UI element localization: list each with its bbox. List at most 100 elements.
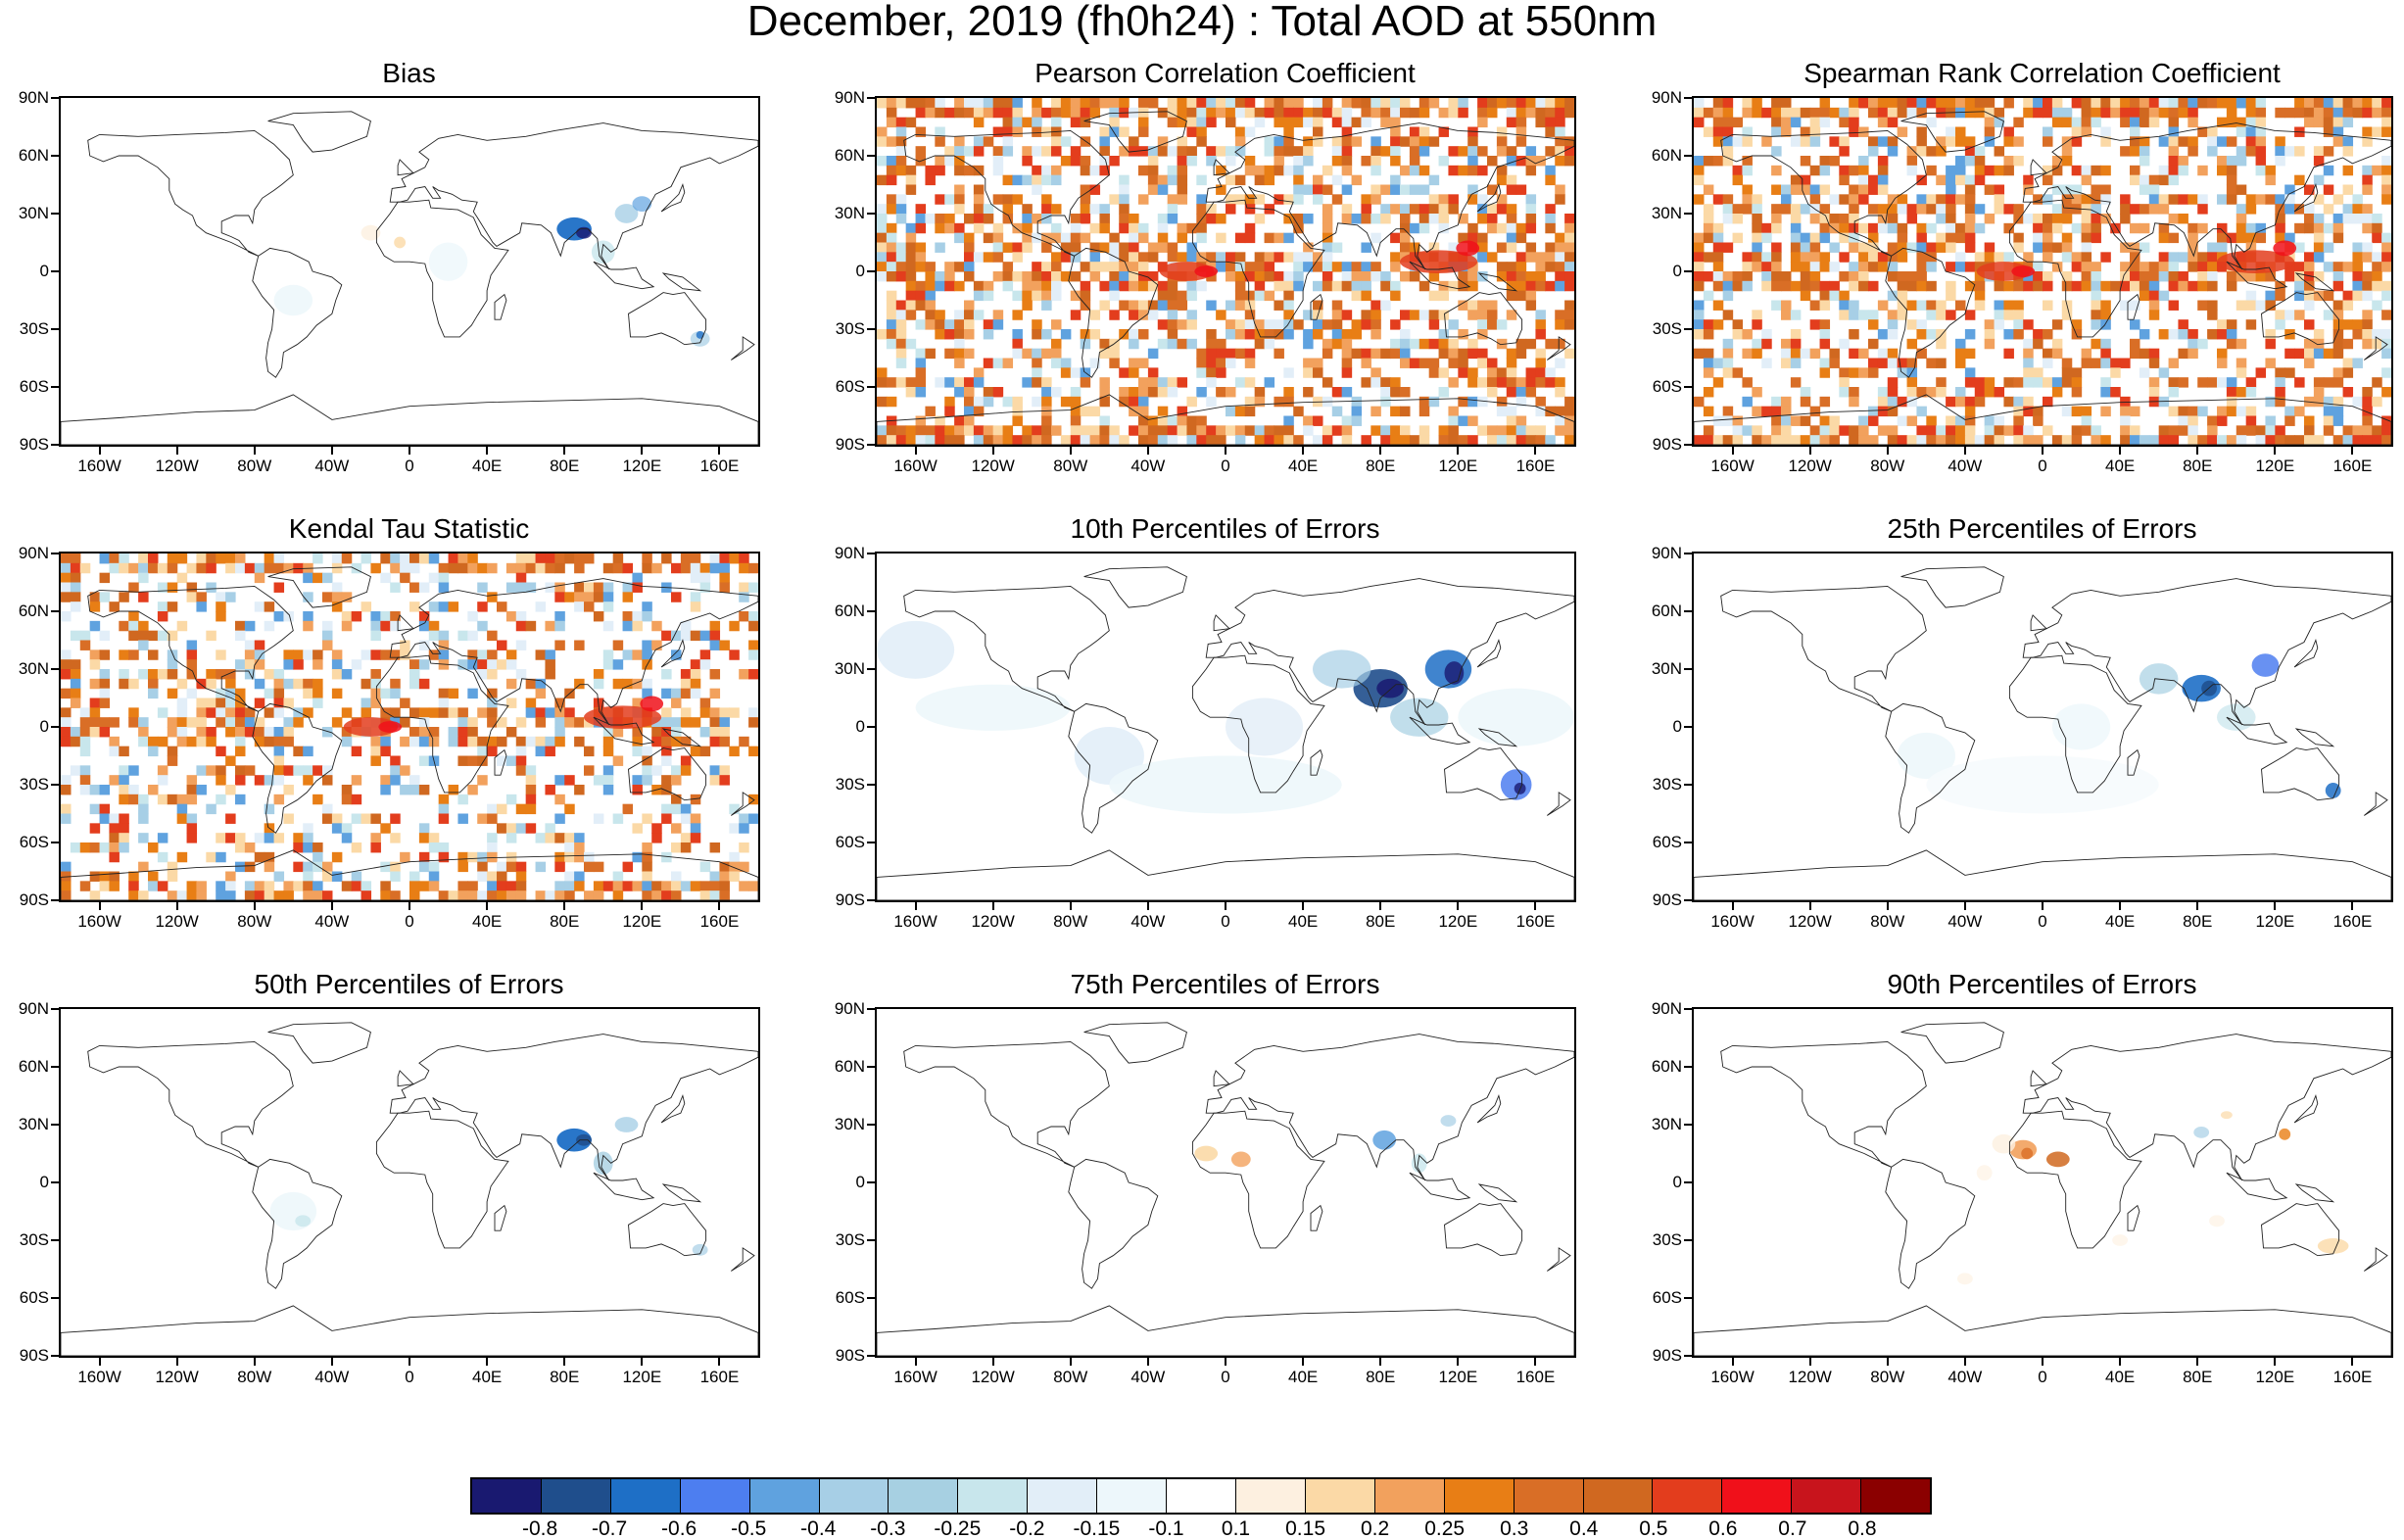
field-cell xyxy=(2043,396,2053,408)
colorbar-label: 0.3 xyxy=(1500,1517,1529,1540)
field-cell xyxy=(1234,329,1246,340)
field-cell xyxy=(2313,232,2325,244)
coastline-new-guinea xyxy=(2294,728,2335,747)
field-blob xyxy=(2021,1147,2034,1160)
longitude-label: 120E xyxy=(622,1368,662,1386)
field-cell xyxy=(70,592,81,602)
field-cell xyxy=(964,165,975,176)
coastline-indonesia xyxy=(593,1172,655,1201)
field-cell xyxy=(2023,184,2034,195)
field-cell xyxy=(1771,165,1782,176)
coastline-japan xyxy=(2293,1094,2319,1124)
field-cell xyxy=(954,377,965,388)
field-cell xyxy=(418,823,430,834)
field-cell xyxy=(545,659,555,670)
field-cell xyxy=(370,630,381,642)
field-cell xyxy=(584,765,595,776)
field-cell xyxy=(1089,184,1101,195)
field-cell xyxy=(1051,146,1062,157)
field-cell xyxy=(1380,387,1391,398)
field-cell xyxy=(1322,319,1333,330)
field-cell xyxy=(1877,300,1889,311)
longitude-tick xyxy=(2196,447,2199,455)
panel-title: 10th Percentiles of Errors xyxy=(1070,513,1380,544)
field-cell xyxy=(2323,107,2334,119)
field-cell xyxy=(1506,107,1517,119)
field-cell xyxy=(1226,117,1236,128)
field-cell xyxy=(1703,271,1714,282)
field-cell xyxy=(1477,107,1488,119)
field-cell xyxy=(2236,387,2247,398)
field-cell xyxy=(1002,174,1014,186)
field-cell xyxy=(1906,156,1918,167)
field-cell xyxy=(2362,252,2373,263)
coastline-north-america xyxy=(903,1040,1110,1168)
field-cell xyxy=(2275,280,2285,292)
field-cell xyxy=(2091,117,2101,128)
field-cell xyxy=(739,881,749,891)
panel-title: 90th Percentiles of Errors xyxy=(1887,969,2197,999)
field-cell xyxy=(1752,232,1762,244)
longitude-tick xyxy=(1457,1358,1460,1366)
field-cell xyxy=(1331,387,1343,398)
field-cell xyxy=(2342,262,2354,272)
field-cell xyxy=(983,252,994,263)
field-cell xyxy=(119,842,129,853)
field-cell xyxy=(564,851,575,863)
field-cell xyxy=(390,707,401,718)
field-cell xyxy=(2023,425,2034,436)
field-cell xyxy=(1341,435,1353,445)
field-cell xyxy=(1819,415,1831,426)
field-cell xyxy=(895,117,907,128)
field-cell xyxy=(1887,310,1899,320)
field-cell xyxy=(148,736,159,747)
field-cell xyxy=(1226,262,1236,272)
field-cell xyxy=(1157,136,1169,147)
field-cell xyxy=(1089,358,1101,368)
field-cell xyxy=(283,727,294,738)
field-cell xyxy=(1564,415,1574,426)
field-cell xyxy=(954,98,965,109)
field-cell xyxy=(2003,165,2014,176)
field-cell xyxy=(1712,435,1724,445)
field-cell xyxy=(905,310,917,320)
map-panel: 25th Percentiles of Errors 90N 60N 30N 0 30S 6… xyxy=(1633,514,2404,975)
field-cell xyxy=(515,620,527,632)
field-cell xyxy=(554,611,565,622)
field-cell xyxy=(2188,117,2198,128)
field-cell xyxy=(1984,165,1995,176)
field-cell xyxy=(1129,136,1139,147)
field-cell xyxy=(1506,117,1517,128)
field-cell xyxy=(1022,174,1033,186)
field-cell xyxy=(983,387,994,398)
field-cell xyxy=(515,861,527,873)
field-cell xyxy=(554,620,565,632)
field-cell xyxy=(2255,435,2267,445)
field-cell xyxy=(2323,204,2334,215)
field-cell xyxy=(2323,406,2334,417)
field-cell xyxy=(1535,280,1546,292)
field-cell xyxy=(1897,415,1908,426)
latitude-tick xyxy=(51,97,59,99)
field-cell xyxy=(954,415,965,426)
field-cell xyxy=(2381,156,2391,167)
field-cell xyxy=(1438,107,1450,119)
field-cell xyxy=(1916,232,1927,244)
field-cell xyxy=(1555,310,1565,320)
field-cell xyxy=(1771,117,1782,128)
field-cell xyxy=(515,669,527,680)
field-cell xyxy=(273,698,285,708)
field-cell xyxy=(2043,348,2053,360)
field-cell xyxy=(2362,136,2373,147)
field-cell xyxy=(1858,156,1869,167)
field-cell xyxy=(1438,387,1450,398)
field-cell xyxy=(1458,107,1468,119)
field-cell xyxy=(1936,174,1947,186)
field-cell xyxy=(70,562,81,574)
field-cell xyxy=(186,833,198,843)
field-cell xyxy=(254,890,265,900)
field-cell xyxy=(1916,319,1927,330)
map-canvas xyxy=(877,1022,1574,1356)
field-cell xyxy=(400,553,410,564)
field-cell xyxy=(1089,329,1101,340)
